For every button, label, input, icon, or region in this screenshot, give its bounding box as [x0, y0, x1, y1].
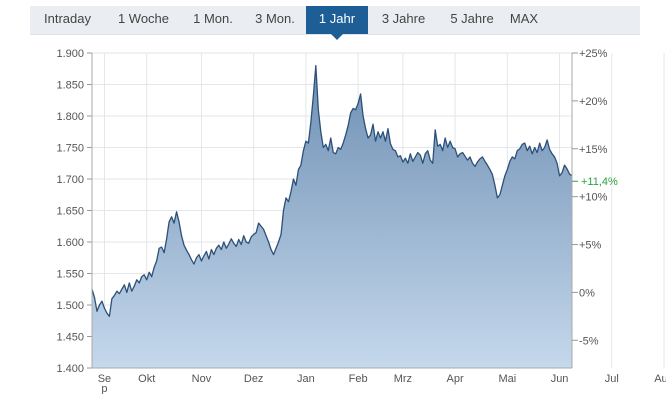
y-tick-label: 1.650 — [56, 206, 84, 218]
right-tick-label: +20% — [579, 96, 608, 108]
price-line — [91, 64, 573, 317]
x-tick-label: Jun — [551, 373, 569, 385]
tab-3-jahre[interactable]: 3 Jahre — [381, 11, 426, 26]
y-tick-label: 1.500 — [56, 300, 84, 312]
y-tick-label: 1.400 — [56, 363, 84, 375]
chart-area — [91, 64, 573, 368]
tab-intraday[interactable]: Intraday — [44, 11, 91, 26]
chart-axes: 1.900 1.850 1.800 1.750 1.700 1.650 1.600 1.550… — [56, 48, 666, 394]
y-tick-label: 1.450 — [56, 332, 84, 344]
tab-5-jahre[interactable]: 5 Jahre — [450, 11, 494, 26]
right-tick-label: +25% — [579, 48, 608, 60]
right-tick-label: 0% — [579, 287, 595, 299]
y-tick-label: 1.700 — [56, 174, 84, 186]
x-tick-label: Jan — [297, 373, 315, 385]
current-change-label: +11,4% — [581, 176, 618, 188]
y-tick-label: 1.900 — [56, 48, 84, 60]
right-tick-label: +10% — [579, 192, 608, 204]
y-tick-label: 1.800 — [56, 111, 84, 123]
tab-max[interactable]: MAX — [509, 11, 539, 26]
right-tick-label: +5% — [579, 240, 602, 252]
y-tick-label: 1.600 — [56, 237, 84, 249]
x-tick-label: Se p — [98, 373, 111, 394]
right-tick-label: +15% — [579, 144, 608, 156]
x-tick-label: Jul — [605, 373, 619, 385]
x-tick-label: Dez — [244, 373, 264, 385]
y-tick-label: 1.550 — [56, 269, 84, 281]
right-tick-label: -5% — [579, 335, 599, 347]
tab-1-jahr[interactable]: 1 Jahr — [306, 6, 368, 40]
tab-1-woche[interactable]: 1 Woche — [117, 11, 170, 26]
x-tick-label: Aug — [654, 373, 666, 385]
x-tick-label: Mrz — [394, 373, 412, 385]
x-tick-label: Okt — [138, 373, 155, 385]
y-tick-label: 1.750 — [56, 143, 84, 155]
x-tick-label: Apr — [447, 373, 464, 385]
x-tick-label: Mai — [498, 373, 516, 385]
x-tick-label: Nov — [192, 373, 212, 385]
tab-1-mon[interactable]: 1 Mon. — [193, 11, 233, 26]
y-tick-label: 1.850 — [56, 80, 84, 92]
price-area-fill — [92, 65, 572, 368]
x-tick-label: Feb — [349, 373, 368, 385]
tab-3-mon[interactable]: 3 Mon. — [255, 11, 295, 26]
